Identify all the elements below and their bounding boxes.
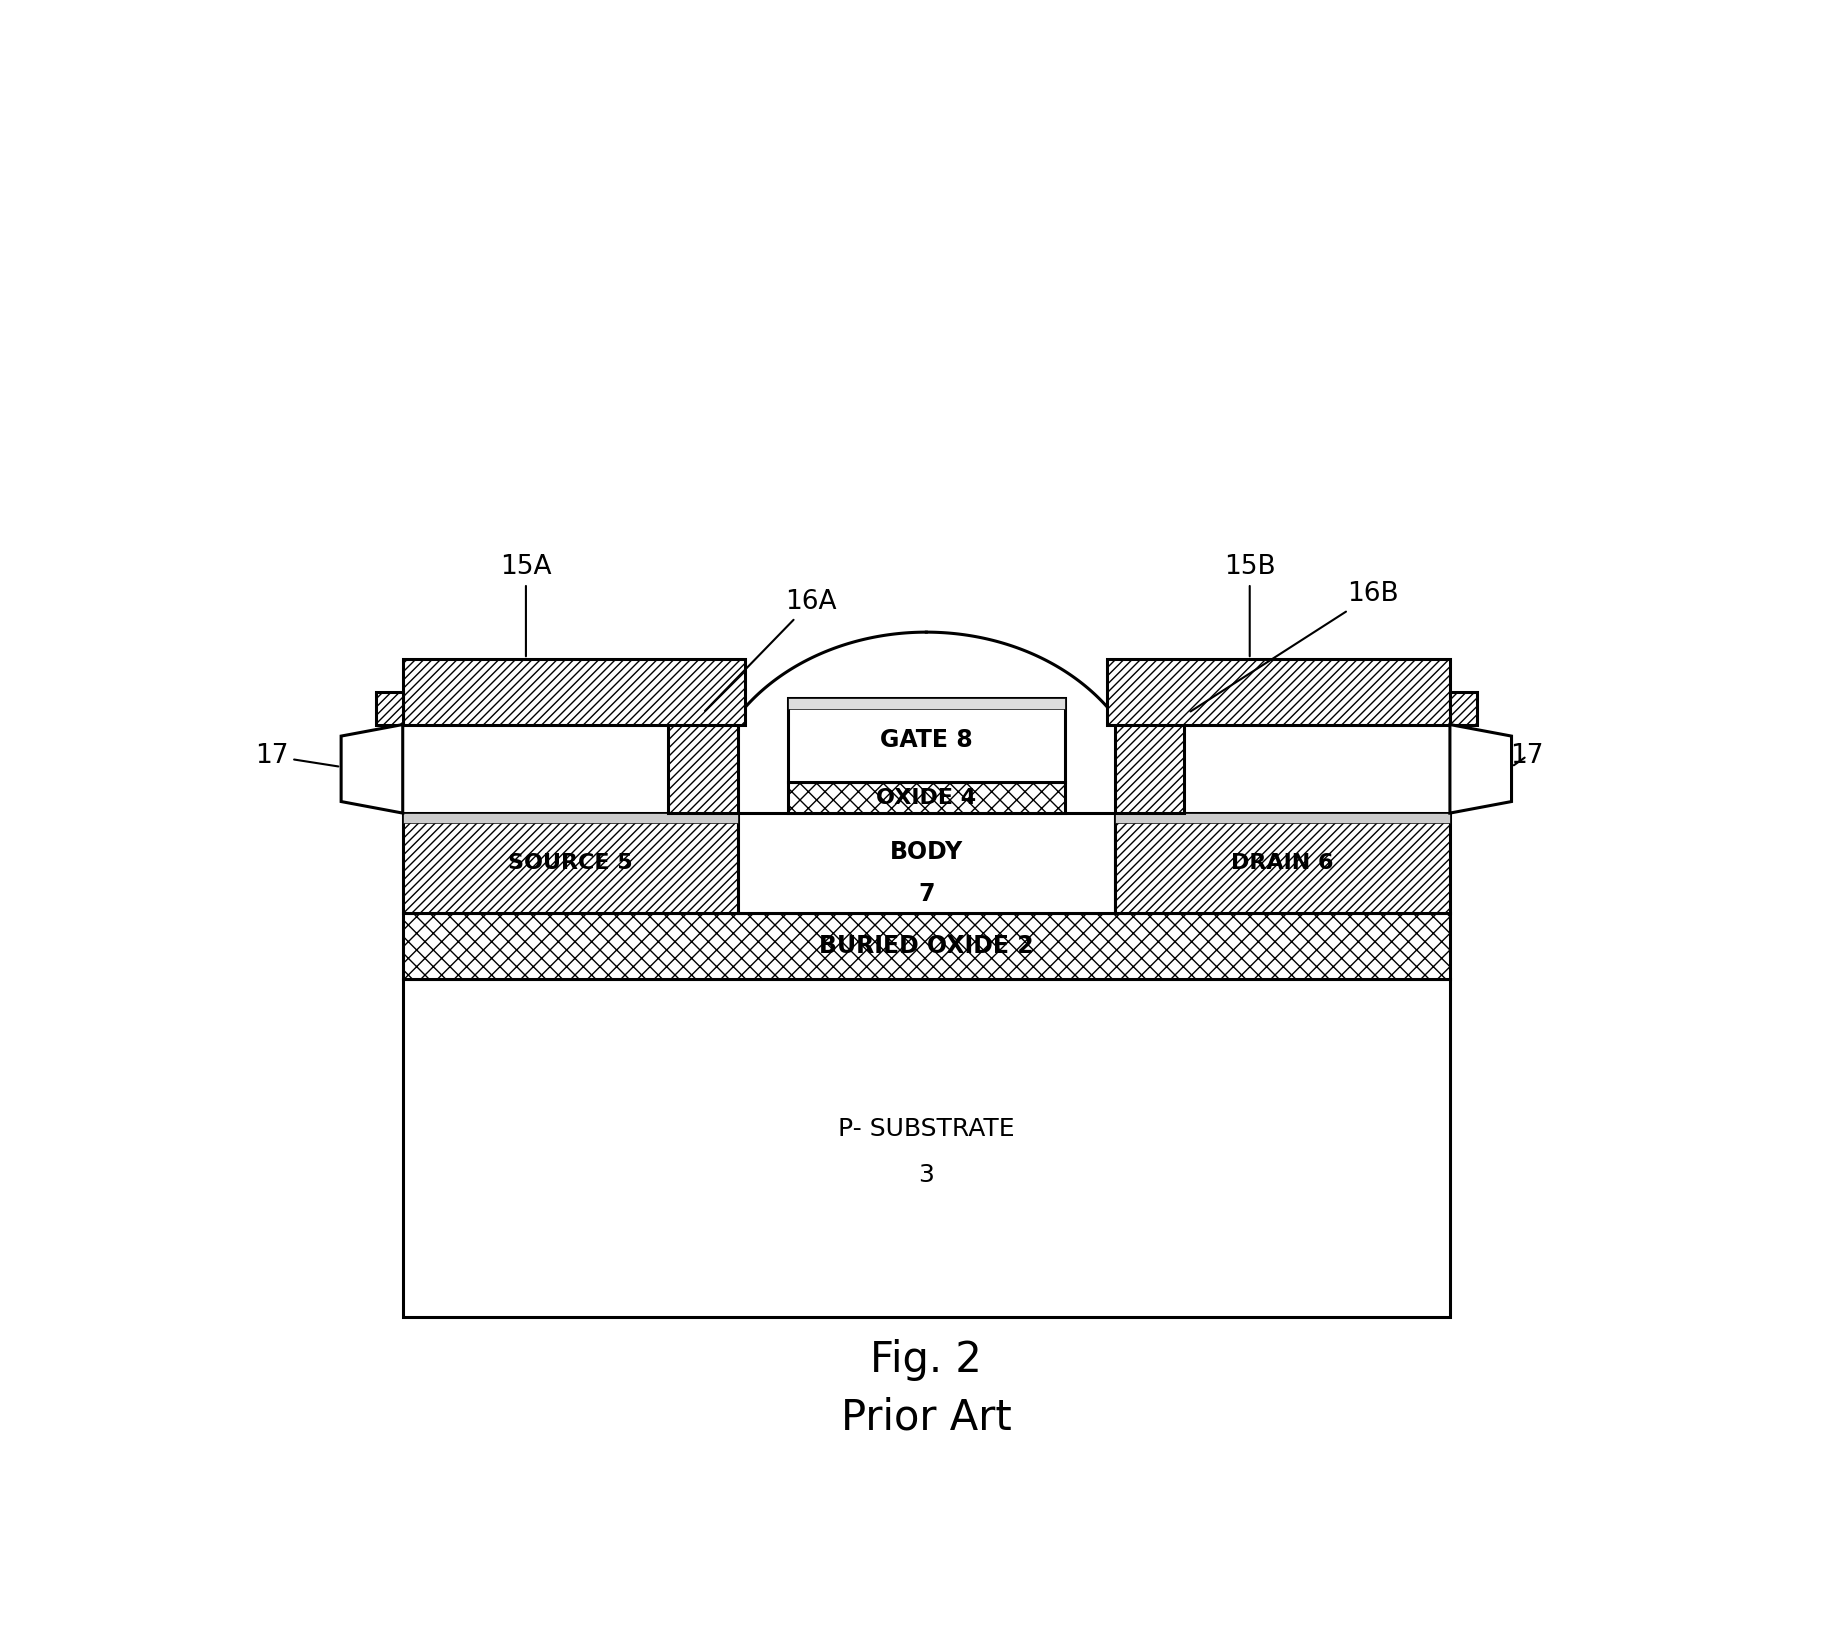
Bar: [403, 813, 737, 913]
Bar: [668, 713, 737, 813]
Bar: [1449, 692, 1477, 725]
Bar: [375, 692, 403, 725]
Bar: [737, 813, 1114, 913]
Text: 3: 3: [919, 1163, 935, 1188]
Bar: [403, 659, 745, 725]
Text: P- SUBSTRATE: P- SUBSTRATE: [838, 1117, 1014, 1140]
Text: DRAIN 6: DRAIN 6: [1232, 852, 1334, 874]
Text: 15A: 15A: [500, 555, 551, 656]
Text: GATE 8: GATE 8: [880, 728, 974, 753]
Text: 17: 17: [1510, 743, 1545, 769]
Bar: [403, 913, 1449, 978]
Text: 16B: 16B: [1191, 581, 1398, 712]
Bar: [1114, 813, 1449, 913]
Bar: [787, 697, 1065, 782]
Text: BURIED OXIDE 2: BURIED OXIDE 2: [820, 934, 1034, 959]
Bar: [1114, 813, 1449, 823]
Polygon shape: [1449, 725, 1512, 813]
Bar: [1114, 713, 1184, 813]
Text: 7: 7: [919, 882, 935, 906]
Text: OXIDE 4: OXIDE 4: [877, 787, 977, 808]
Bar: [1107, 659, 1449, 725]
Text: SOURCE 5: SOURCE 5: [509, 852, 633, 874]
Text: Fig. 2: Fig. 2: [871, 1338, 983, 1381]
Polygon shape: [340, 725, 403, 813]
Text: Prior Art: Prior Art: [842, 1397, 1012, 1438]
Text: 17: 17: [254, 743, 339, 769]
Text: 16A: 16A: [705, 589, 836, 712]
Text: BODY: BODY: [889, 839, 963, 864]
Bar: [787, 697, 1065, 708]
Bar: [403, 813, 737, 823]
Text: 15B: 15B: [1224, 555, 1276, 656]
Bar: [403, 978, 1449, 1317]
Bar: [787, 782, 1065, 813]
